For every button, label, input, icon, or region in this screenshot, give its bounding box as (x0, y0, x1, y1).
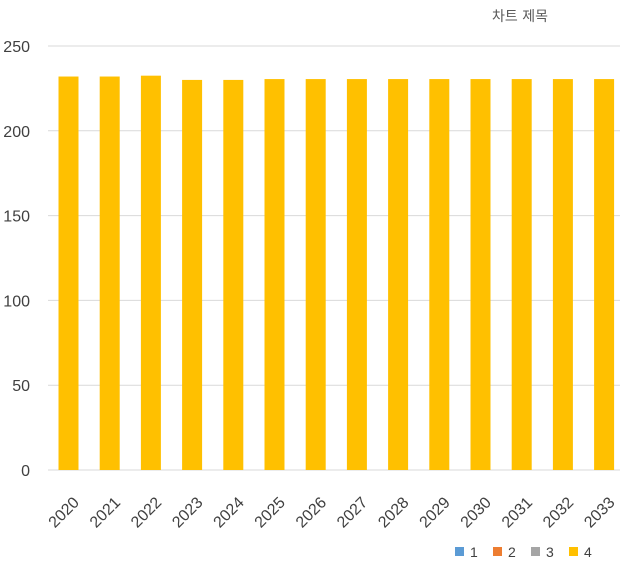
y-tick-label: 150 (3, 209, 30, 226)
x-tick-label: 2020 (46, 494, 83, 531)
x-axis-ticks: 2020 2021 2022 2023 2024 2025 2026 2027 2028 2029… (46, 494, 619, 531)
legend-swatch (531, 547, 540, 556)
legend-swatch (569, 547, 578, 556)
y-tick-label: 50 (12, 378, 30, 395)
bar (223, 79, 244, 471)
x-tick-label: 2030 (458, 494, 495, 531)
y-tick-label: 100 (3, 293, 30, 310)
bar (429, 79, 450, 471)
legend-swatch (455, 547, 464, 556)
y-axis-ticks: 0 50 100 150 200 250 (3, 39, 30, 480)
x-tick-label: 2024 (211, 494, 248, 531)
bar (99, 76, 120, 470)
bar (346, 79, 367, 471)
x-tick-label: 2026 (293, 494, 330, 531)
bar (594, 79, 615, 471)
bar (182, 79, 203, 471)
legend-label: 2 (508, 544, 516, 560)
y-tick-label: 0 (21, 463, 30, 480)
x-tick-label: 2033 (581, 494, 618, 531)
bar (264, 79, 285, 471)
bar (388, 79, 409, 471)
x-tick-label: 2032 (540, 494, 577, 531)
legend-label: 3 (546, 544, 554, 560)
x-tick-label: 2021 (87, 494, 124, 531)
y-tick-label: 200 (3, 124, 30, 141)
legend-label: 1 (470, 544, 478, 560)
y-tick-label: 250 (3, 39, 30, 56)
x-tick-label: 2023 (169, 494, 206, 531)
x-tick-label: 2022 (128, 494, 165, 531)
chart-title: 차트 제목 (492, 9, 548, 25)
bar (470, 79, 491, 471)
bars (58, 75, 615, 471)
x-tick-label: 2029 (417, 494, 454, 531)
x-tick-label: 2031 (499, 494, 536, 531)
bar (58, 76, 79, 470)
x-tick-label: 2028 (375, 494, 412, 531)
x-tick-label: 2027 (334, 494, 371, 531)
legend: 1 2 3 4 (455, 544, 592, 560)
x-tick-label: 2025 (252, 494, 289, 531)
bar (552, 79, 573, 471)
gridlines (48, 45, 620, 471)
legend-label: 4 (584, 544, 592, 560)
bar (140, 75, 161, 471)
legend-swatch (493, 547, 502, 556)
bar (305, 79, 326, 471)
bar (511, 79, 532, 471)
